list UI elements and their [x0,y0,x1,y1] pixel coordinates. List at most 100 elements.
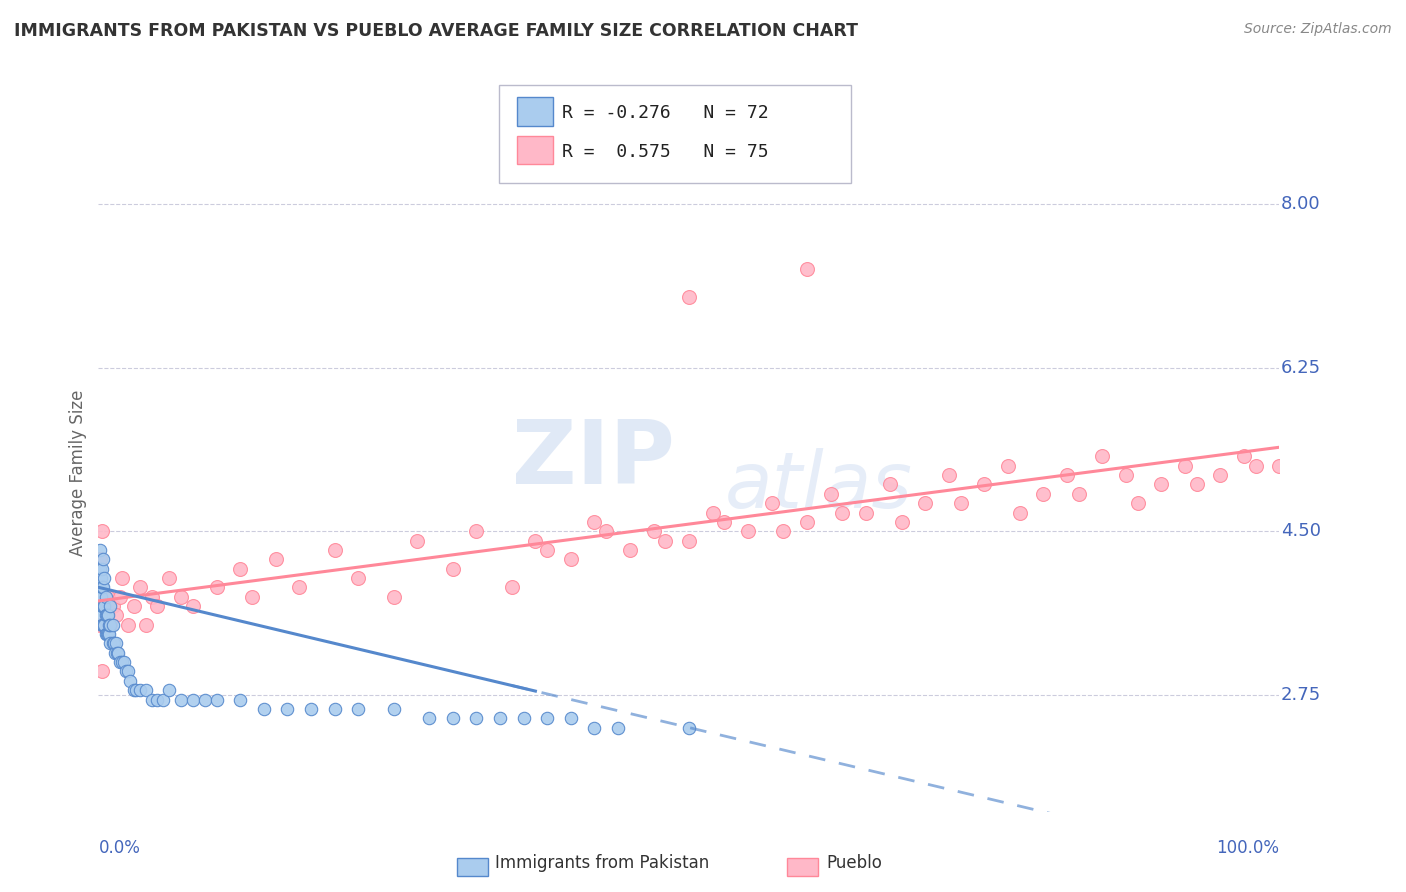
Point [595,524,617,539]
Text: 4.50: 4.50 [1281,522,1320,541]
Text: 8.00: 8.00 [1281,195,1320,213]
Y-axis label: Average Family Size: Average Family Size [69,390,87,556]
Point [323,542,346,557]
Point [90,571,112,585]
Point [152,692,174,706]
Point [122,683,145,698]
Point [1126,496,1149,510]
Point [146,692,169,706]
Point [120,673,142,688]
Point [93,599,115,613]
Point [91,599,114,613]
Point [98,627,121,641]
Point [89,561,111,575]
Point [1244,458,1267,473]
Point [89,617,111,632]
Text: 100.0%: 100.0% [1216,838,1279,857]
Point [141,590,163,604]
Point [1032,487,1054,501]
Point [382,590,405,604]
Text: Pueblo: Pueblo [827,854,883,871]
Point [89,580,111,594]
Point [678,721,700,735]
Point [91,599,114,613]
Point [501,580,523,594]
Point [288,580,311,594]
Text: Source: ZipAtlas.com: Source: ZipAtlas.com [1244,22,1392,37]
Point [94,590,117,604]
Point [607,721,630,735]
Point [194,692,217,706]
Point [105,646,128,660]
Point [831,506,853,520]
Point [973,477,995,491]
Text: 2.75: 2.75 [1281,686,1322,704]
Point [135,683,157,698]
Point [1056,468,1078,483]
Point [98,617,121,632]
Point [89,590,111,604]
Point [772,524,794,539]
Point [108,655,131,669]
Point [1091,450,1114,464]
Point [91,617,114,632]
Text: Immigrants from Pakistan: Immigrants from Pakistan [495,854,709,871]
Point [98,617,121,632]
Point [229,692,252,706]
Point [114,665,136,679]
Point [122,599,145,613]
Point [820,487,842,501]
Point [101,599,124,613]
Point [90,608,112,623]
Point [89,552,111,566]
Point [205,580,228,594]
Point [1268,458,1291,473]
Point [91,665,114,679]
Point [418,711,440,725]
Text: ZIP: ZIP [512,416,675,503]
Point [157,683,180,698]
Point [91,524,114,539]
Point [141,692,163,706]
Point [94,608,117,623]
Point [240,590,263,604]
Point [347,702,370,716]
Point [93,571,115,585]
Point [441,711,464,725]
Point [406,533,429,548]
Point [101,636,124,650]
Point [253,702,276,716]
Point [1115,468,1137,483]
Point [560,711,582,725]
Point [583,515,606,529]
Point [97,608,120,623]
Point [1209,468,1232,483]
Text: R = -0.276   N = 72: R = -0.276 N = 72 [562,104,769,122]
Point [524,533,547,548]
Point [713,515,735,529]
Point [94,617,117,632]
Point [890,515,912,529]
Point [643,524,665,539]
Text: IMMIGRANTS FROM PAKISTAN VS PUEBLO AVERAGE FAMILY SIZE CORRELATION CHART: IMMIGRANTS FROM PAKISTAN VS PUEBLO AVERA… [14,22,858,40]
Point [323,702,346,716]
Point [347,571,370,585]
Point [94,627,117,641]
Text: 6.25: 6.25 [1281,359,1322,376]
Point [89,542,111,557]
Point [105,608,128,623]
Point [536,711,558,725]
Point [111,655,134,669]
Point [1067,487,1090,501]
Point [264,552,287,566]
Point [441,561,464,575]
Point [103,636,125,650]
Point [91,580,114,594]
Point [560,552,582,566]
Point [112,655,135,669]
Point [276,702,298,716]
Point [1150,477,1173,491]
Point [96,627,118,641]
Point [949,496,972,510]
Point [128,580,150,594]
